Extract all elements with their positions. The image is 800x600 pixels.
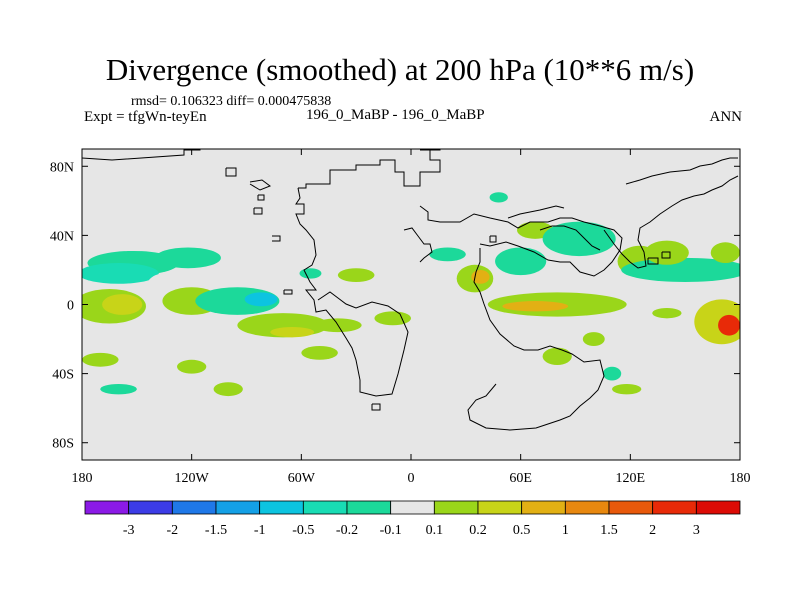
colorbar-level-label: 0.2 bbox=[469, 523, 487, 538]
divergence-region-3 bbox=[155, 247, 221, 269]
divergence-region-16 bbox=[374, 311, 411, 326]
divergence-region-13 bbox=[337, 268, 375, 283]
x-tick-label: 180 bbox=[730, 471, 751, 486]
colorbar-swatch bbox=[564, 500, 610, 515]
divergence-region-40 bbox=[612, 383, 642, 395]
colorbar-swatch bbox=[302, 500, 348, 515]
colorbar-level-label: -0.5 bbox=[292, 523, 314, 538]
colorbar-level-label: 0.1 bbox=[426, 523, 444, 538]
x-tick-label: 60E bbox=[509, 471, 532, 486]
colorbar-swatch bbox=[84, 500, 130, 515]
divergence-region-28 bbox=[644, 240, 689, 265]
divergence-region-39 bbox=[213, 382, 243, 397]
case-label: 196_0_MaBP - 196_0_MaBP bbox=[306, 107, 485, 123]
divergence-region-37 bbox=[177, 359, 207, 374]
colorbar-level-label: -2 bbox=[166, 523, 178, 538]
colorbar-level-label: -3 bbox=[123, 523, 135, 538]
colorbar-swatch bbox=[259, 500, 304, 515]
divergence-region-17 bbox=[429, 247, 466, 262]
divergence-region-21 bbox=[495, 247, 547, 276]
colorbar-swatch bbox=[215, 500, 261, 515]
divergence-region-14 bbox=[299, 268, 322, 279]
divergence-contours bbox=[82, 192, 740, 397]
divergence-region-18 bbox=[489, 192, 508, 203]
colorbar-swatch bbox=[433, 500, 479, 515]
colorbar-swatch bbox=[128, 500, 173, 515]
y-tick-label: 40N bbox=[50, 229, 74, 244]
colorbar-swatch bbox=[608, 500, 654, 515]
colorbar-swatch bbox=[171, 500, 217, 515]
divergence-region-36 bbox=[82, 352, 119, 367]
divergence-region-31 bbox=[718, 314, 740, 336]
period-label: ANN bbox=[709, 109, 743, 125]
divergence-region-11 bbox=[270, 326, 315, 338]
rmsd-diff-stats: rmsd= 0.106323 diff= 0.000475838 bbox=[131, 94, 332, 109]
divergence-region-33 bbox=[582, 332, 605, 346]
x-tick-label: 60W bbox=[288, 471, 316, 486]
colorbar-level-label: 1.5 bbox=[600, 523, 618, 538]
colorbar-swatch bbox=[652, 500, 697, 515]
colorbar: -3 -2 -1.5 -1 -0.5 -0.2 -0.1 0.1 0.2 0.5 1 1.5 2 3 bbox=[84, 500, 741, 538]
colorbar-level-label: 1 bbox=[562, 523, 569, 538]
x-tick-label: 0 bbox=[408, 471, 415, 486]
divergence-region-9 bbox=[244, 292, 278, 307]
divergence-region-25 bbox=[502, 301, 569, 312]
colorbar-level-label: -0.1 bbox=[380, 523, 402, 538]
colorbar-level-label: 3 bbox=[693, 523, 700, 538]
x-tick-label: 120E bbox=[616, 471, 646, 486]
divergence-region-34 bbox=[542, 347, 572, 365]
colorbar-level-label: -1.5 bbox=[205, 523, 227, 538]
coastlines bbox=[82, 149, 739, 431]
y-tick-label: 80S bbox=[52, 437, 74, 452]
colorbar-level-label: -0.2 bbox=[336, 523, 358, 538]
colorbar-swatch bbox=[695, 500, 741, 515]
x-tick-label: 180 bbox=[72, 471, 93, 486]
divergence-region-6 bbox=[102, 294, 143, 315]
colorbar-level-label: 2 bbox=[649, 523, 656, 538]
y-tick-label: 0 bbox=[67, 299, 74, 314]
colorbar-swatch bbox=[477, 500, 523, 515]
chart-title: Divergence (smoothed) at 200 hPa (10**6 … bbox=[105, 52, 695, 87]
divergence-region-38 bbox=[100, 383, 137, 395]
experiment-label: Expt = tfgWn-teyEn bbox=[84, 109, 207, 125]
y-tick-label: 80N bbox=[50, 160, 74, 175]
colorbar-swatch bbox=[521, 500, 566, 515]
axis-ticks: 180 120W 60W 0 60E 120E 180 80N 40N 0 40S 80S bbox=[50, 149, 751, 486]
divergence-region-15 bbox=[301, 345, 338, 360]
divergence-region-2 bbox=[82, 263, 159, 284]
colorbar-swatch bbox=[346, 500, 392, 515]
divergence-region-29 bbox=[710, 242, 740, 264]
colorbar-level-label: -1 bbox=[254, 523, 266, 538]
divergence-region-32 bbox=[652, 307, 682, 319]
x-tick-label: 120W bbox=[175, 471, 210, 486]
colorbar-level-label: 0.5 bbox=[513, 523, 531, 538]
divergence-region-35 bbox=[602, 366, 622, 381]
colorbar-swatch bbox=[390, 500, 435, 515]
y-tick-label: 40S bbox=[52, 368, 74, 383]
divergence-region-20 bbox=[542, 221, 616, 257]
